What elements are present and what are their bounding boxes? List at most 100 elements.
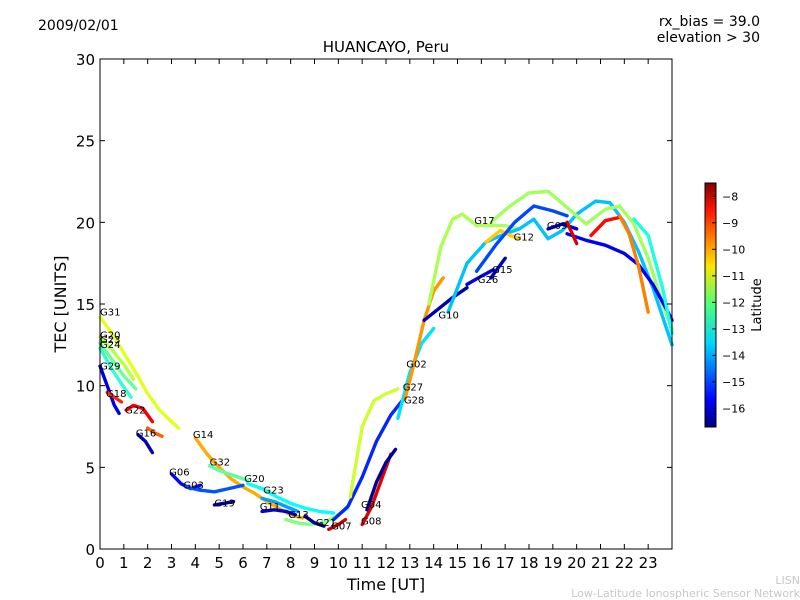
series-layer (98, 189, 674, 532)
x-tick-label: 9 (310, 554, 320, 572)
series-g19 (212, 499, 236, 507)
colorbar-tick-label: −16 (722, 402, 745, 415)
series-g26 (465, 268, 495, 287)
series-g10 (422, 286, 469, 322)
colorbar-tick-label: −14 (722, 349, 745, 362)
series-g27 (348, 387, 400, 499)
satellite-label: G11 (260, 502, 280, 513)
satellite-label: G14 (193, 430, 213, 441)
x-tick-label: 23 (639, 554, 658, 572)
series-g22 (124, 403, 155, 424)
satellite-label: G16 (136, 428, 156, 439)
series-g15 (489, 256, 507, 280)
x-tick-label: 15 (448, 554, 467, 572)
colorbar-tick-label: −9 (722, 217, 738, 230)
x-tick-label: 11 (353, 554, 372, 572)
satellite-label: G17 (474, 216, 494, 227)
series-g20b (246, 482, 336, 515)
x-axis: 0 1 2 3 4 5 6 7 8 9 10 11 12 13 14 15 16 17 18 19 20 21 22 23 (95, 59, 658, 572)
series-g04 (331, 395, 407, 522)
satellite-label: G28 (404, 396, 424, 407)
x-tick-label: 21 (591, 554, 610, 572)
colorbar-tick-label: −10 (722, 243, 745, 256)
parameters-text: rx_bias = 39.0 elevation > 30 (657, 14, 760, 46)
x-tick-label: 13 (400, 554, 419, 572)
satellite-label: G15 (492, 265, 512, 276)
satellite-label: G08 (361, 517, 381, 528)
series-g01b (589, 215, 622, 238)
x-tick-label: 10 (329, 554, 348, 572)
series-g17 (427, 212, 522, 306)
elevation-label: elevation > 30 (656, 30, 760, 46)
satellite-label: G04 (361, 500, 381, 511)
series-g11 (260, 508, 298, 517)
colorbar-tick-label: −13 (722, 323, 745, 336)
series-g16 (136, 433, 155, 455)
x-tick-label: 19 (543, 554, 562, 572)
x-tick-label: 20 (567, 554, 586, 572)
x-tick-label: 8 (286, 554, 296, 572)
satellite-label: G10 (438, 311, 458, 322)
x-tick-label: 2 (143, 554, 153, 572)
satellite-label: G12 (514, 232, 534, 243)
footer: LISN Low-Latitude Ionospheric Sensor Net… (571, 574, 800, 600)
series-g01d (632, 217, 674, 336)
satellite-label: G13 (288, 510, 308, 521)
series-g08 (360, 452, 393, 527)
colorbar (704, 182, 717, 428)
satellite-label: G23 (100, 335, 120, 346)
colorbar-tick-label: −11 (722, 270, 745, 283)
x-tick-label: 17 (496, 554, 515, 572)
satellite-label: G32 (210, 458, 230, 469)
satellite-label: G21 (316, 518, 336, 529)
satellite-label: G19 (214, 499, 234, 510)
y-axis: 0 5 10 15 20 25 30 (76, 51, 672, 559)
satellite-label: G29 (100, 361, 120, 372)
satellite-label: G03 (183, 481, 203, 492)
satellite-label: G07 (331, 521, 351, 532)
series-g25 (565, 232, 674, 322)
x-tick-label: 7 (262, 554, 272, 572)
series-g03 (184, 483, 245, 494)
series-g31 (98, 315, 181, 430)
x-tick-label: 5 (214, 554, 224, 572)
satellite-label: G26 (478, 275, 498, 286)
satellite-label: G20 (100, 330, 120, 341)
colorbar-tick-label: −12 (722, 296, 745, 309)
y-tick-label: 0 (85, 541, 95, 559)
series-g05 (474, 204, 569, 273)
series-g12 (446, 199, 674, 347)
date-label: 2009/02/01 (38, 18, 119, 34)
satellite-label: G23 (263, 486, 283, 497)
satellite-label: G31 (100, 307, 120, 318)
satellite-label: G09 (547, 221, 567, 232)
series-g20 (98, 335, 136, 381)
y-tick-label: 20 (76, 214, 95, 232)
colorbar-label: Latitude (750, 278, 765, 332)
x-tick-label: 14 (424, 554, 443, 572)
colorbar-tick-label: −8 (722, 190, 738, 203)
colorbar-ticks: −8 −9 −10 −11 −12 −13 −14 −15 −16 (712, 190, 745, 415)
x-tick-label: 18 (519, 554, 538, 572)
colorbar-tick-label: −15 (722, 376, 745, 389)
series-g24 (98, 346, 133, 399)
series-g30 (489, 189, 674, 331)
series-g01 (565, 220, 579, 246)
x-tick-label: 3 (167, 554, 177, 572)
series-g21 (303, 514, 326, 528)
y-tick-label: 10 (76, 378, 95, 396)
satellite-label: G24 (100, 340, 120, 351)
series-g09 (546, 222, 579, 231)
y-tick-label: 15 (76, 296, 95, 314)
series-g23b (260, 496, 300, 514)
x-tick-label: 0 (95, 554, 105, 572)
footer-lisn: LISN (775, 574, 800, 587)
chart-title: HUANCAYO, Peru (323, 38, 449, 56)
series-g16b (146, 426, 164, 438)
series-g08b (365, 447, 398, 512)
y-tick-label: 5 (85, 459, 95, 477)
satellite-label: G27 (403, 383, 423, 394)
series-g07 (327, 517, 348, 532)
